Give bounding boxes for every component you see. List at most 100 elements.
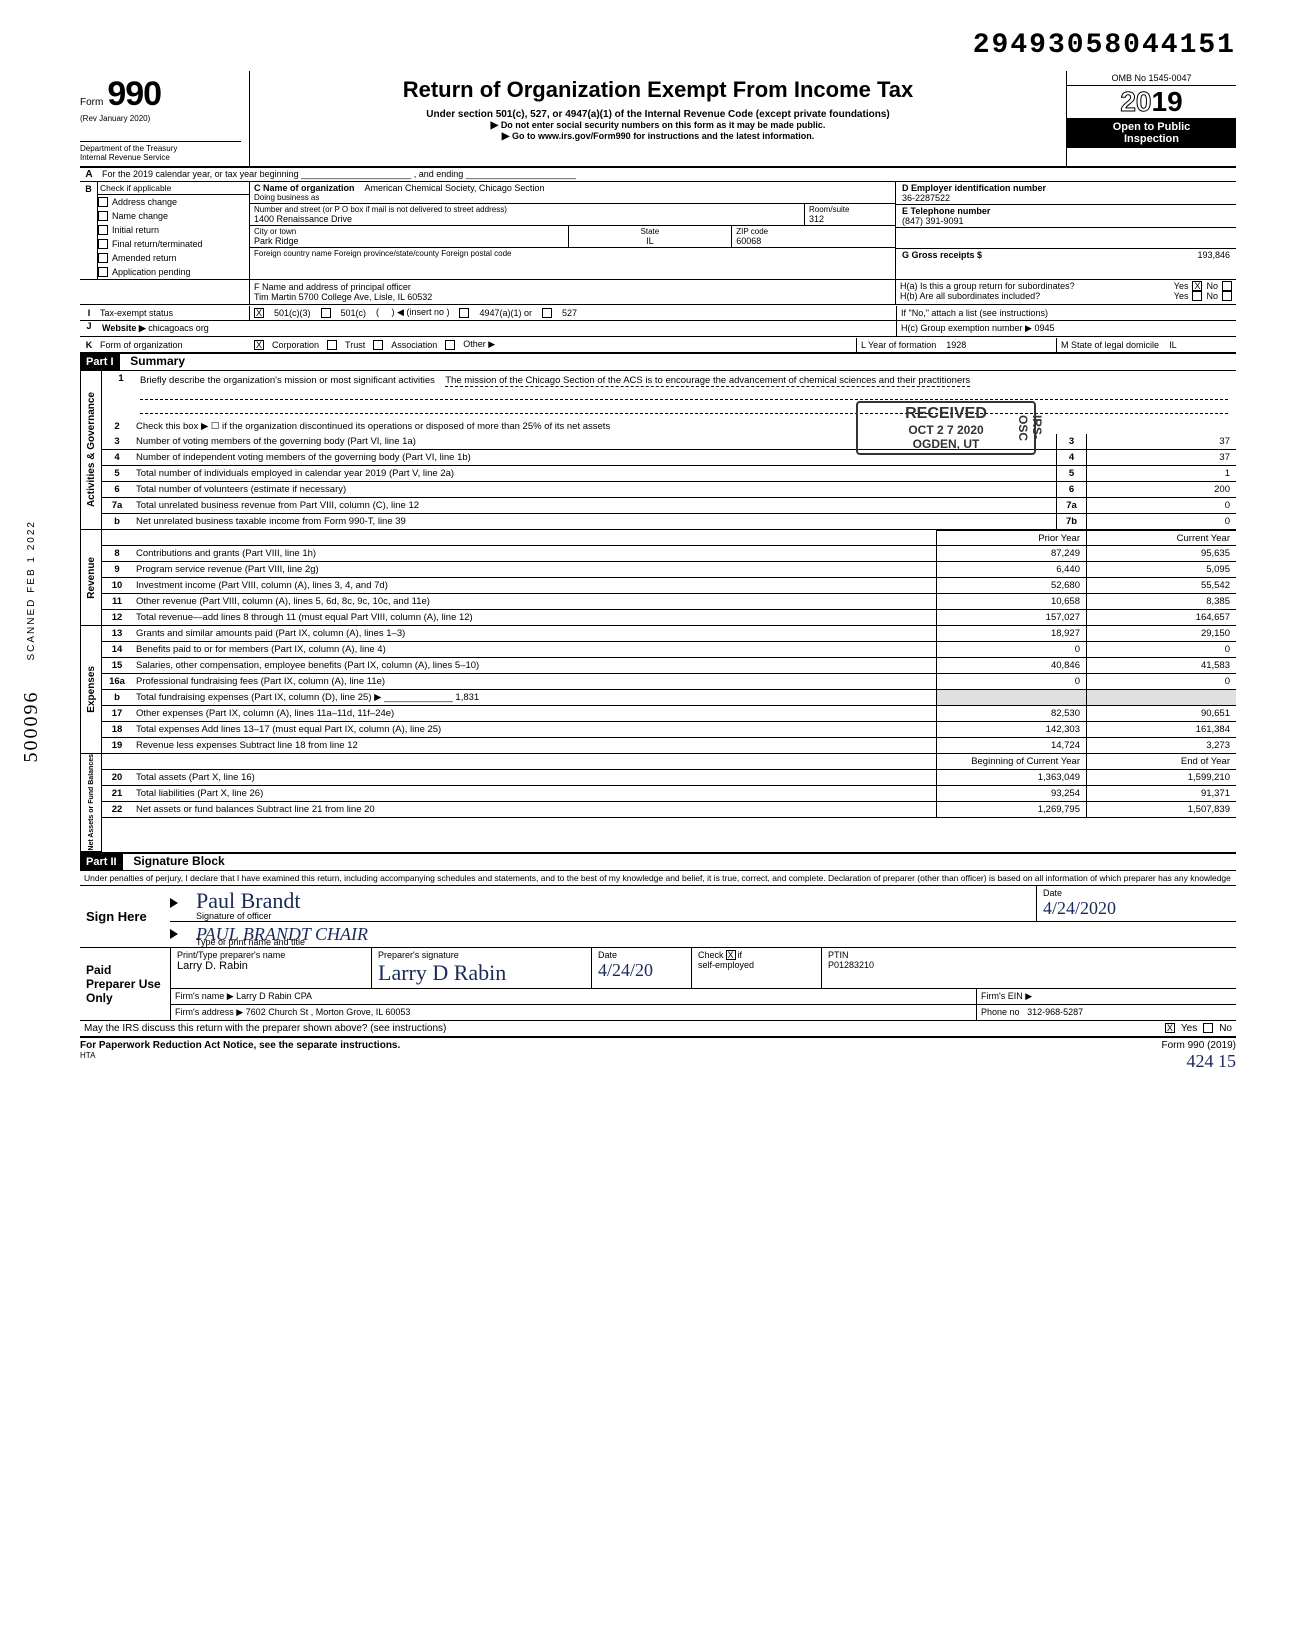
instr1: Do not enter social security numbers on … [501,120,826,130]
phone: (847) 391-9091 [902,216,1230,226]
side-scanned: SCANNED FEB 1 2022 [26,520,37,661]
checkbox-pending[interactable] [98,267,108,277]
org-info: C Name of organization American Chemical… [250,182,896,279]
revenue-line: 12Total revenue—add lines 8 through 11 (… [102,610,1236,626]
document-id: 29493058044151 [80,30,1236,61]
expense-line: 16aProfessional fundraising fees (Part I… [102,674,1236,690]
officer-date: 4/24/2020 [1043,898,1230,919]
form-subtitle: Under section 501(c), 527, or 4947(a)(1)… [260,109,1056,120]
ha-no[interactable] [1222,281,1232,291]
open-public: Open to Public Inspection [1067,118,1236,148]
balance-line: 22Net assets or fund balances Subtract l… [102,802,1236,818]
preparer-signature: Larry D Rabin [378,960,585,986]
mission-text: The mission of the Chicago Section of th… [445,375,970,387]
hb-no[interactable] [1222,291,1232,301]
form-label: Form [80,97,103,108]
checkbox-amended[interactable] [98,253,108,263]
right-info: D Employer identification number 36-2287… [896,182,1236,279]
gov-line: 7aTotal unrelated business revenue from … [102,498,1236,514]
cb-corp[interactable]: X [254,340,264,350]
side-stamps: 500096 SCANNED FEB 1 2022 [20,520,43,763]
balance-line: 21Total liabilities (Part X, line 26)93,… [102,786,1236,802]
cb-trust[interactable] [327,340,337,350]
checkbox-initial[interactable] [98,225,108,235]
cb-4947[interactable] [459,308,469,318]
firm-name: Larry D Rabin CPA [236,991,312,1001]
revenue-line: 8Contributions and grants (Part VIII, li… [102,546,1236,562]
cb-self-employed[interactable]: X [726,950,736,960]
form-dept: Department of the Treasury Internal Reve… [80,141,241,162]
gross-receipts: 193,846 [1197,250,1230,260]
form-number: 990 [107,75,161,114]
vtab-governance: Activities & Governance [80,371,102,530]
omb: OMB No 1545-0047 [1067,71,1236,86]
line-a: A For the 2019 calendar year, or tax yea… [80,168,1236,182]
discuss-no[interactable] [1203,1023,1213,1033]
vtab-revenue: Revenue [80,530,102,626]
cb-assoc[interactable] [373,340,383,350]
balance-line: 20Total assets (Part X, line 16)1,363,04… [102,770,1236,786]
hb-yes[interactable] [1192,291,1202,301]
vtab-expenses: Expenses [80,626,102,754]
firm-phone: 312-968-5287 [1027,1007,1083,1017]
footer: For Paperwork Reduction Act Notice, see … [80,1038,1236,1072]
org-address: 1400 Renaissance Drive [254,214,800,224]
cb-other[interactable] [445,340,455,350]
expense-line: 17Other expenses (Part IX, column (A), l… [102,706,1236,722]
principal-officer: Tim Martin 5700 College Ave, Lisle, IL 6… [254,292,891,302]
preparer-date: 4/24/20 [598,960,685,981]
preparer-row: Paid Preparer Use Only Print/Type prepar… [80,948,1236,1021]
discuss-text: May the IRS discuss this return with the… [84,1023,1165,1034]
expense-line: 18Total expenses Add lines 13–17 (must e… [102,722,1236,738]
cb-501c[interactable] [321,308,331,318]
checkbox-name[interactable] [98,211,108,221]
org-room: 312 [809,214,891,224]
perjury-text: Under penalties of perjury, I declare th… [80,871,1236,886]
footer-hand: 424 15 [1162,1051,1236,1072]
gov-line: 4Number of independent voting members of… [102,450,1236,466]
part1-label: Part I [80,354,120,370]
org-zip: 60068 [736,236,891,246]
org-state: IL [573,236,728,246]
form-revision: (Rev January 2020) [80,114,241,123]
form-header-center: Return of Organization Exempt From Incom… [250,71,1066,166]
checkbox-column: Check if applicable Address change Name … [98,182,250,279]
discuss-yes[interactable]: X [1165,1023,1175,1033]
revenue-line: 9Program service revenue (Part VIII, lin… [102,562,1236,578]
org-city: Park Ridge [254,236,564,246]
side-barcode-hand: 500096 [20,691,43,763]
part1-title: Summary [122,354,185,368]
preparer-name: Larry D. Rabin [177,960,365,972]
year-formation: 1928 [946,340,966,350]
gov-line: 3Number of voting members of the governi… [102,434,1236,450]
checkbox-final[interactable] [98,239,108,249]
form-header: Form 990 (Rev January 2020) Department o… [80,71,1236,168]
officer-signature: Paul Brandt [196,888,1030,914]
revenue-line: 11Other revenue (Part VIII, column (A), … [102,594,1236,610]
instr2: Go to www.irs.gov/Form990 for instructio… [512,131,814,141]
revenue-line: 10Investment income (Part VIII, column (… [102,578,1236,594]
sign-here-row: Sign Here Paul Brandt Signature of offic… [80,886,1236,948]
ein: 36-2287522 [902,193,1230,203]
line-a-text: For the 2019 calendar year, or tax year … [98,168,1236,181]
group-exemption: 0945 [1035,323,1055,333]
expense-line: 19Revenue less expenses Subtract line 18… [102,738,1236,754]
expense-line: 15Salaries, other compensation, employee… [102,658,1236,674]
checkbox-address[interactable] [98,197,108,207]
website: chicagoacs org [148,323,209,333]
org-name: American Chemical Society, Chicago Secti… [365,183,545,193]
cb-527[interactable] [542,308,552,318]
ha-yes[interactable]: X [1192,281,1202,291]
form-header-left: Form 990 (Rev January 2020) Department o… [80,71,250,166]
state-domicile: IL [1169,340,1177,350]
expense-line: 13Grants and similar amounts paid (Part … [102,626,1236,642]
gov-line: 5Total number of individuals employed in… [102,466,1236,482]
tax-year: 2019 [1067,86,1236,118]
form-title: Return of Organization Exempt From Incom… [260,77,1056,103]
cb-501c3[interactable]: X [254,308,264,318]
firm-address: 7602 Church St , Morton Grove, IL 60053 [246,1007,411,1017]
gov-line: 6Total number of volunteers (estimate if… [102,482,1236,498]
part2-title: Signature Block [125,854,224,868]
officer-name-printed: PAUL BRANDT CHAIR [196,924,1230,945]
expense-line: bTotal fundraising expenses (Part IX, co… [102,690,1236,706]
